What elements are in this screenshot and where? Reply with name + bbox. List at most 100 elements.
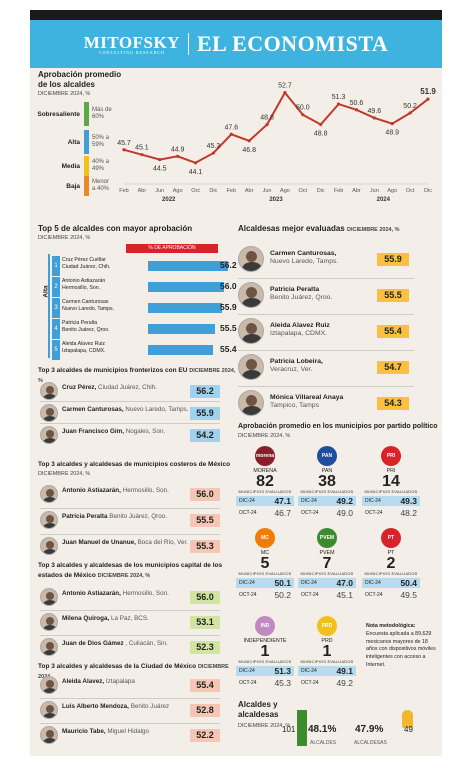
mayor-city: Ciudad Juárez, Chih. <box>62 264 111 270</box>
person-name: Cruz Pérez, <box>62 384 97 391</box>
oct-label: OCT-24 <box>239 680 257 686</box>
municipalities-label: MUNICIPIOS EVALUADOS <box>238 659 292 664</box>
person-name: Juan de Dios Gámez <box>62 640 124 647</box>
approval-value: 56.0 <box>220 281 237 291</box>
approval-value: 56.0 <box>190 488 220 501</box>
data-label: 50.6 <box>350 100 364 107</box>
dic-row: DIC-24 47.1 <box>236 496 294 506</box>
oct-value: 45.3 <box>274 678 291 688</box>
portrait-avatar <box>238 246 264 272</box>
gender-header: Alcaldes y alcaldesas DICIEMBRE 2024, % <box>238 700 302 730</box>
party-name: PVEM <box>319 550 335 556</box>
mayor-city: Benito Juárez, Qroo. <box>62 327 110 333</box>
data-label: 44.9 <box>171 146 185 153</box>
x-tick-label: Abr <box>245 188 254 194</box>
person-name: Milena Quiroga, <box>62 615 110 622</box>
dic-label: DIC-24 <box>301 498 317 504</box>
dic-value: 47.0 <box>336 578 353 588</box>
person-name: Mónica Villareal Anaya <box>270 394 344 401</box>
person-place: Hermosillo, Son. <box>122 487 169 494</box>
x-tick-label: Oct <box>299 188 308 194</box>
rank-number: 1 <box>52 256 60 276</box>
rank-number: 4 <box>52 319 60 339</box>
person-place: , Culiacán, Sin. <box>125 640 168 647</box>
person-name: Luis Alberto Mendoza, <box>62 703 129 710</box>
party-logo-icon: PT <box>381 528 401 548</box>
row-divider <box>238 314 414 315</box>
data-point <box>372 116 376 120</box>
mayor-name-block: Aleida Alavez Ruiz Iztapalapa, CDMX. <box>62 341 152 355</box>
data-point <box>336 102 341 106</box>
data-label: 45.3 <box>207 143 221 150</box>
x-tick-label: Ago <box>173 188 183 194</box>
frontier-subtitle: DICIEMBRE 2024, % <box>38 368 236 384</box>
data-point <box>319 122 323 127</box>
approval-value: 52.2 <box>190 729 220 742</box>
dic-row: DIC-24 49.2 <box>298 496 356 506</box>
person-label: Milena Quiroga, La Paz, BCS. <box>62 615 192 623</box>
party-card: PRI PRI 14 MUNICIPIOS EVALUADOS DIC-24 49.3 OC… <box>362 446 420 518</box>
approval-chart-subtitle: DICIEMBRE 2024, % <box>38 91 91 97</box>
rank-number: 2 <box>52 277 60 297</box>
person-label: Patricia Peralta Benito Juárez, Qroo. <box>270 286 370 302</box>
parties-subtitle: DICIEMBRE 2024, % <box>238 433 291 439</box>
portrait-avatar <box>40 588 58 606</box>
oct-row: OCT-24 49.0 <box>298 508 356 518</box>
coastal-title: Top 3 alcaldes y alcaldesas de municipio… <box>38 461 231 468</box>
municipalities-label: MUNICIPIOS EVALUADOS <box>300 489 354 494</box>
data-point <box>229 132 233 136</box>
data-point <box>301 113 305 117</box>
party-card: IND INDEPENDIENTE 1 MUNICIPIOS EVALUADOS DIC… <box>236 616 294 688</box>
legend-color-bar <box>84 176 89 196</box>
top5-row: 4 Patricia Peralta Benito Juárez, Qroo. 55.… <box>52 319 237 339</box>
mitofsky-logo: MITOFSKY CONSULTING RESEARCH <box>83 32 180 55</box>
party-name: PRD <box>321 638 333 644</box>
top5-row: 5 Aleida Alavez Ruiz Iztapalapa, CDMX. 55.4 <box>52 340 237 360</box>
mayor-city: Nuevo Laredo, Tamps. <box>62 306 115 312</box>
person-label: Carmen Canturosas, Nuevo Laredo, Tamps. <box>270 250 370 266</box>
legend-range: 50% a 59% <box>92 135 110 148</box>
person-label: Mónica Villareal Anaya Tampico, Tamps <box>270 394 370 410</box>
coastal-subtitle: DICIEMBRE 2024, % <box>38 471 91 477</box>
party-card: PRD PRD 1 MUNICIPIOS EVALUADOS DIC-24 49.1 OCT… <box>298 616 356 688</box>
legend-row: Alta 50% a 59% <box>32 130 112 154</box>
data-point <box>265 122 269 127</box>
person-label: Patricia Peralta Benito Juárez, Qroo. <box>62 513 192 521</box>
oct-label: OCT-24 <box>239 510 257 516</box>
person-label: Juan de Dios Gámez , Culiacán, Sin. <box>62 640 192 648</box>
dic-value: 49.3 <box>400 496 417 506</box>
row-divider <box>40 610 220 611</box>
infographic-body: Aprobación promedio de los alcaldes DICI… <box>30 68 442 756</box>
party-name: INDEPENDIENTE <box>243 638 287 644</box>
methodology-note: Nota metodológica: Encuesta aplicada a 8… <box>366 623 436 670</box>
data-point <box>408 111 412 115</box>
portrait-avatar <box>40 676 58 694</box>
municipalities-label: MUNICIPIOS EVALUADOS <box>300 659 354 664</box>
x-tick-label: Oct <box>191 188 200 194</box>
mayor-name: Aleida Alavez Ruiz <box>62 341 105 347</box>
x-tick-label: Feb <box>227 188 236 194</box>
oct-row: OCT-24 45.1 <box>298 590 356 600</box>
approval-bar <box>148 282 224 292</box>
portrait-avatar <box>40 726 58 744</box>
approval-value: 55.4 <box>190 679 220 692</box>
data-label: 50.0 <box>296 105 310 112</box>
portrait-avatar <box>40 613 58 631</box>
data-label: 51.9 <box>420 87 436 96</box>
women-header: Alcaldesas mejor evaluadas DICIEMBRE 202… <box>238 224 438 234</box>
x-tick-label: Dic <box>317 188 325 194</box>
oct-value: 49.5 <box>400 590 417 600</box>
portrait-avatar <box>238 282 264 308</box>
municipalities-count: 5 <box>260 555 270 572</box>
x-tick-label: Abr <box>138 188 147 194</box>
data-point <box>158 157 162 162</box>
data-point <box>426 97 430 101</box>
person-place: Nogales, Son. <box>125 428 166 435</box>
data-label: 48.9 <box>385 130 399 137</box>
women-title: Alcaldesas mejor evaluadas <box>238 224 345 233</box>
women-subtitle: DICIEMBRE 2024, % <box>346 227 400 233</box>
person-label: Juan Manuel de Unanue, Boca del Río, Ver… <box>62 539 192 547</box>
party-card: PT PT 2 MUNICIPIOS EVALUADOS DIC-24 50.4 OCT-2… <box>362 528 420 600</box>
approval-value: 55.9 <box>377 253 409 266</box>
mayor-city: Hermosillo, Son. <box>62 285 101 291</box>
